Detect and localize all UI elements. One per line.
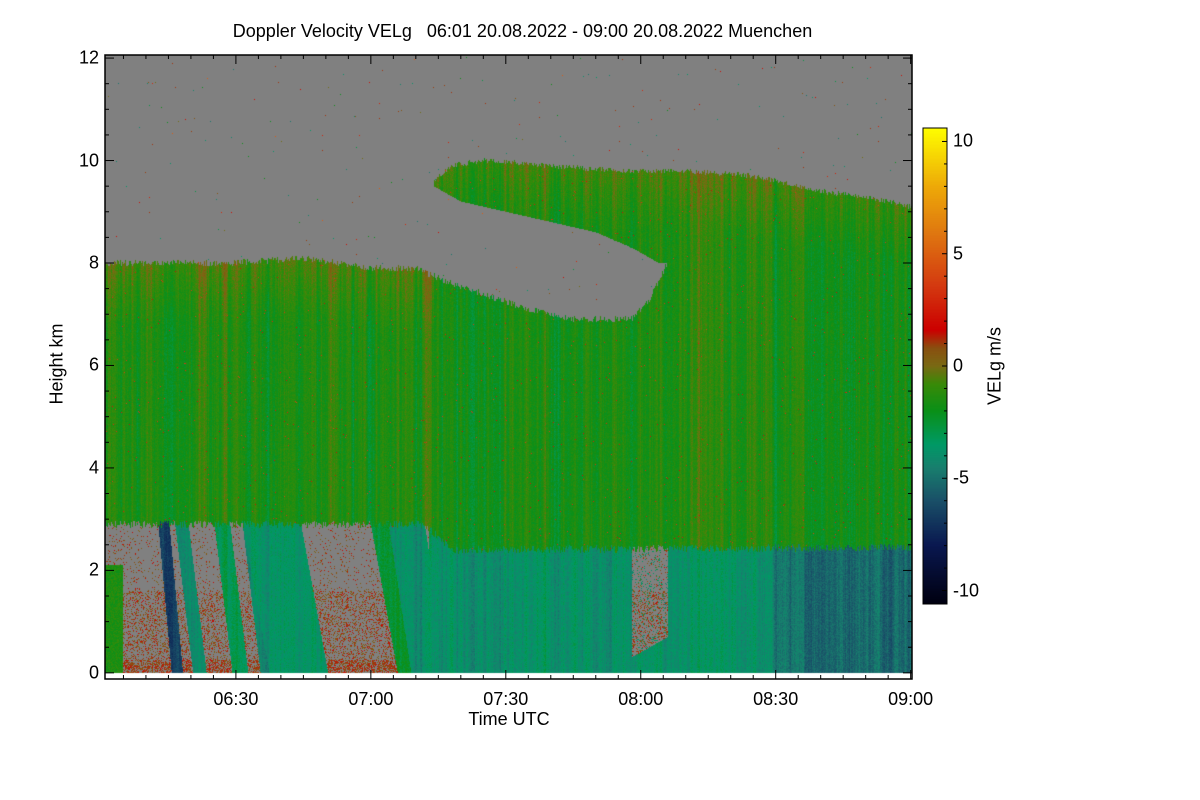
chart-title: Doppler Velocity VELg 06:01 20.08.2022 -… <box>232 21 813 41</box>
colorbar <box>923 128 947 604</box>
x-tick-label: 07:00 <box>348 689 394 709</box>
y-tick-label: 2 <box>88 559 99 580</box>
y-tick-label: 6 <box>88 354 99 375</box>
y-tick-label: 10 <box>78 150 99 171</box>
x-axis-title: Time UTC <box>468 709 550 729</box>
x-tick-label: 08:00 <box>618 689 664 709</box>
y-tick-label: 8 <box>88 252 99 273</box>
x-tick-label: 08:30 <box>753 689 799 709</box>
x-tick-label: 06:30 <box>213 689 259 709</box>
colorbar-tick-label: 10 <box>953 130 974 151</box>
y-tick-label: 0 <box>88 662 99 683</box>
velocity-heatmap <box>105 55 912 679</box>
y-tick-label: 4 <box>88 457 99 478</box>
colorbar-tick-label: 5 <box>953 243 964 264</box>
x-tick-label: 09:00 <box>888 689 934 709</box>
colorbar-tick-label: -10 <box>953 580 980 601</box>
y-tick-label: 12 <box>78 47 99 68</box>
colorbar-tick-label: -5 <box>953 467 970 488</box>
x-tick-label: 07:30 <box>483 689 529 709</box>
y-axis-title: Height km <box>46 323 67 405</box>
colorbar-tick-label: 0 <box>953 355 964 376</box>
colorbar-title: VELg m/s <box>984 326 1005 406</box>
